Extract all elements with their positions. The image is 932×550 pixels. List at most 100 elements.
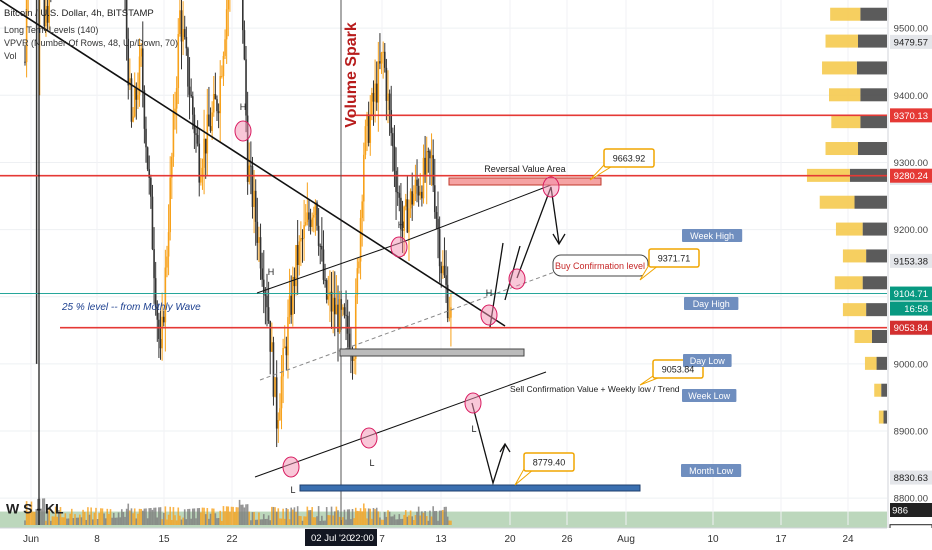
candle-body	[446, 284, 449, 318]
candle-body	[348, 333, 351, 352]
volume-bar	[82, 509, 84, 525]
volume-bar	[248, 511, 251, 525]
volume-bar	[435, 510, 438, 525]
volume-bar	[51, 516, 54, 525]
volume-bar	[421, 511, 423, 525]
candle-body	[283, 346, 286, 348]
volume-bar	[230, 506, 233, 525]
volume-bar	[377, 511, 380, 525]
candle-body	[411, 191, 413, 205]
volume-bar	[354, 507, 357, 525]
volume-bar	[217, 518, 220, 525]
volume-bar	[185, 519, 188, 525]
volume-bar	[148, 508, 151, 525]
level-25-label: 25 % level -- from Mothly Wave	[61, 302, 201, 313]
candle-body	[398, 193, 401, 198]
volume-bar	[108, 513, 110, 525]
support-zone-label: W S - KL	[6, 501, 64, 517]
volume-bar	[25, 501, 28, 525]
volume-bar	[204, 514, 207, 525]
candle-body	[212, 94, 215, 113]
volume-bar	[146, 518, 149, 525]
volume-bar	[46, 511, 49, 525]
crosshair-clock-label: 22:00	[350, 533, 374, 544]
volume-bar	[45, 520, 47, 525]
volume-bar	[430, 516, 433, 525]
candle-body	[363, 154, 365, 202]
price-tick-label: 9300.00	[894, 158, 928, 169]
volume-bar	[374, 509, 376, 525]
candle-body	[195, 133, 197, 136]
volume-bar	[321, 515, 323, 525]
volume-bar	[137, 513, 139, 525]
candle-body	[246, 115, 249, 182]
pivot-high-label: H	[268, 267, 275, 277]
volume-bar	[156, 517, 159, 525]
volume-bar	[77, 517, 80, 525]
candle-body	[322, 249, 325, 280]
vpvr-down-bar	[858, 142, 887, 156]
week-high-label: Week High	[690, 231, 734, 241]
vpvr-down-bar	[881, 383, 887, 397]
arrow-head	[552, 233, 566, 246]
pivot-circle	[480, 304, 498, 326]
volume-bar	[346, 509, 349, 525]
candle-body	[438, 229, 441, 267]
candle-body	[364, 126, 367, 155]
volume-bar	[309, 510, 312, 525]
volume-bar	[245, 504, 247, 525]
volume-bar	[208, 518, 210, 525]
volume-bar	[174, 515, 176, 525]
volume-bar	[196, 508, 199, 525]
volume-bar	[85, 519, 88, 525]
pivot-high-label: H	[240, 102, 247, 112]
volume-bar	[183, 509, 186, 525]
pivot-low-label: L	[471, 424, 476, 434]
candle-body	[272, 342, 275, 397]
candle-body	[292, 276, 294, 315]
volume-bar	[417, 506, 420, 525]
price-badge-level	[890, 168, 932, 183]
volume-bar	[109, 509, 112, 525]
candle-body	[406, 199, 409, 233]
volume-bar	[116, 517, 118, 525]
volume-bar	[337, 510, 339, 525]
volume-bar	[242, 504, 244, 525]
pivot-high-label: H	[398, 220, 405, 230]
volume-bar	[237, 507, 239, 525]
candle-body	[280, 376, 283, 409]
candle-body	[409, 191, 412, 209]
time-tick-label: 13	[435, 534, 447, 545]
candle-body	[287, 317, 289, 356]
candle-body	[45, 5, 47, 27]
volume-bar	[350, 519, 352, 525]
price-badge-gray	[890, 34, 932, 49]
candle-body	[317, 225, 320, 246]
volume-bar	[388, 511, 391, 525]
vpvr-down-bar	[858, 34, 887, 48]
candle-body	[46, 5, 49, 23]
volume-bar	[222, 506, 225, 525]
volume-bar	[114, 517, 117, 525]
candle-body	[132, 116, 134, 122]
candle-body	[196, 135, 199, 144]
volume-bar	[224, 511, 226, 525]
candle-body	[164, 267, 167, 323]
volume-bar	[88, 514, 91, 525]
vpvr-down-bar	[883, 410, 887, 424]
candle-body	[48, 0, 50, 23]
crosshair-time-badge	[305, 529, 377, 546]
volume-bar	[437, 520, 439, 525]
pivot-circle	[282, 456, 300, 478]
candle-body	[248, 165, 251, 182]
candle-body	[345, 314, 347, 316]
candle-body	[182, 29, 184, 42]
volume-bar	[124, 516, 126, 525]
volume-bar	[235, 507, 238, 525]
candle-body	[166, 256, 168, 268]
pivot-low-label: L	[369, 458, 374, 468]
candle-body	[383, 51, 386, 68]
volume-bar	[58, 510, 60, 525]
reversal-area-label: Reversal Value Area	[484, 164, 565, 174]
